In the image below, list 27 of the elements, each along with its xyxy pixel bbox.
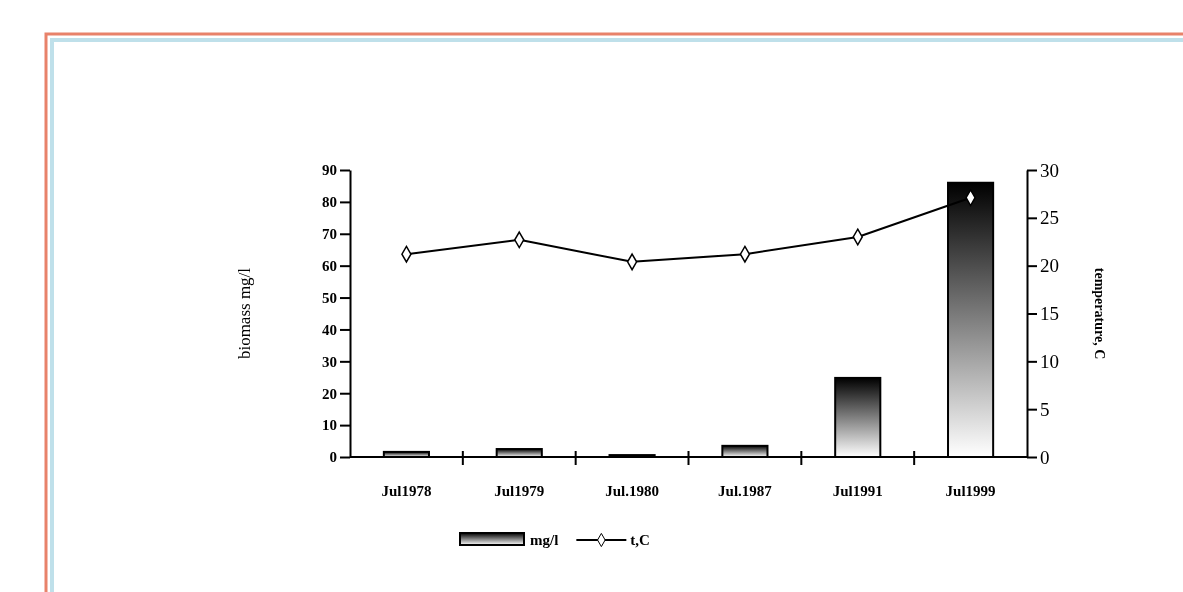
y-tick-label: 0 [329,449,337,466]
y2-tick-label: 30 [1040,159,1059,181]
y2-tick-label: 20 [1040,255,1059,277]
legend-label: t,C [630,532,650,548]
y2-tick-label: 0 [1040,446,1050,468]
legend-label: mg/l [530,532,559,548]
x-tick-label: Jul1978 [381,482,432,499]
y-tick-label: 50 [322,289,337,306]
x-tick-label: Jul1991 [832,482,883,499]
y-tick-label: 30 [322,353,337,370]
y-tick-label: 80 [322,194,337,211]
x-tick-label: Jul1979 [494,482,545,499]
y-tick-label: 40 [322,321,337,338]
y2-axis-title: temperature, C [1092,267,1107,360]
y-axis-title: biomass mg/l [235,267,254,360]
y-tick-label: 90 [322,162,337,179]
y-tick-label: 60 [322,257,337,274]
y-tick-label: 70 [322,226,337,243]
y2-tick-label: 10 [1040,350,1059,372]
y2-tick-label: 25 [1040,207,1059,229]
y2-tick-label: 5 [1040,398,1050,420]
y2-tick-label: 15 [1040,303,1059,325]
y-tick-label: 10 [322,417,337,434]
x-tick-label: Jul.1987 [718,482,773,499]
x-tick-label: Jul.1980 [605,482,659,499]
y-tick-label: 20 [322,385,337,402]
x-tick-label: Jul1999 [945,482,996,499]
